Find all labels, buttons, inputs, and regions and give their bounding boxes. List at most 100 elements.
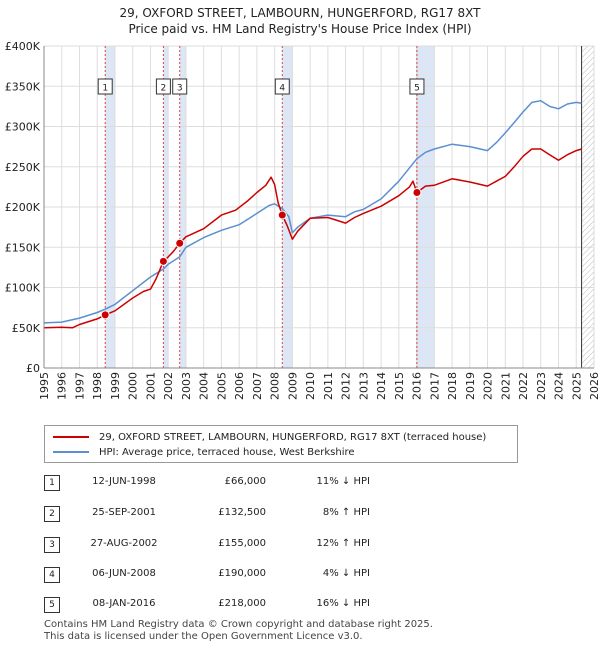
row-number: 3 [44, 537, 60, 553]
x-tick-label: 1996 [56, 372, 69, 400]
x-tick-label: 2002 [162, 372, 175, 400]
legend-property-label: 29, OXFORD STREET, LAMBOURN, HUNGERFORD,… [99, 431, 487, 443]
table-row: 1 12-JUN-1998 £66,000 11% ↓ HPI [0, 475, 600, 493]
x-tick-label: 2015 [393, 372, 406, 400]
x-tick-label: 2022 [517, 372, 530, 400]
row-price: £66,000 [224, 476, 266, 487]
x-tick-label: 2020 [482, 372, 495, 400]
row-date: 27-AUG-2002 [90, 538, 158, 549]
y-tick-label: £100K [5, 282, 41, 295]
x-tick-label: 2026 [588, 372, 600, 400]
sale-marker-box [155, 78, 171, 95]
x-tick-label: 2001 [144, 372, 157, 400]
row-hpi: 12% ↑ HPI [316, 538, 370, 549]
x-tick-label: 1997 [73, 372, 86, 400]
x-tick-label: 2003 [180, 372, 193, 400]
legend: 29, OXFORD STREET, LAMBOURN, HUNGERFORD,… [44, 425, 518, 463]
sale-marker-text: 3 [177, 84, 183, 94]
x-tick-label: 2023 [535, 372, 548, 400]
table-row: 3 27-AUG-2002 £155,000 12% ↑ HPI [0, 537, 600, 555]
row-price: £155,000 [218, 538, 266, 549]
y-tick-label: £150K [5, 241, 41, 254]
row-number: 5 [44, 597, 60, 613]
axes [43, 46, 594, 369]
x-tick-label: 2013 [357, 372, 370, 400]
x-tick-label: 2014 [375, 372, 388, 400]
sale-marker-text: 5 [414, 84, 420, 94]
x-tick-label: 2019 [464, 372, 477, 400]
x-tick-label: 2011 [322, 372, 335, 400]
x-tick-label: 2017 [428, 372, 441, 400]
x-tick-labels: 1995 1996 1997 1998 1999 2000 2001 2002 2003 2004… [38, 372, 600, 400]
row-number: 4 [44, 567, 60, 583]
x-tick-label: 2004 [198, 372, 211, 400]
y-tick-label: £0 [26, 362, 40, 375]
legend-item-property: 29, OXFORD STREET, LAMBOURN, HUNGERFORD,… [53, 430, 486, 444]
row-price: £190,000 [218, 568, 266, 579]
y-tick-label: £350K [5, 80, 41, 93]
sale-point-1 [100, 310, 110, 320]
row-number: 2 [44, 506, 60, 522]
x-tick-label: 2021 [499, 372, 512, 400]
sale-marker-2: 2 [155, 78, 171, 95]
x-tick-label: 1995 [38, 372, 51, 400]
chart-title-line1: 29, OXFORD STREET, LAMBOURN, HUNGERFORD,… [119, 6, 481, 20]
row-hpi: 16% ↓ HPI [316, 598, 370, 609]
sale-marker-text: 1 [102, 84, 108, 94]
x-tick-label: 2012 [340, 372, 353, 400]
x-tick-label: 2000 [127, 372, 140, 400]
x-tick-label: 2024 [553, 372, 566, 400]
x-tick-label: 2007 [251, 372, 264, 400]
sale-marker-box [274, 78, 290, 95]
sale-point-2 [158, 256, 168, 266]
row-hpi: 8% ↑ HPI [322, 507, 370, 518]
sale-points [100, 188, 422, 320]
y-tick-label: £400K [5, 40, 41, 53]
x-tick-label: 2009 [286, 372, 299, 400]
legend-hpi-label: HPI: Average price, terraced house, West… [99, 446, 355, 458]
forecast-hatch [581, 46, 594, 368]
x-tick-label: 2010 [304, 372, 317, 400]
hatched-region [581, 46, 594, 368]
property-line [43, 148, 582, 329]
sale-marker-5: 5 [409, 78, 425, 95]
table-row: 4 06-JUN-2008 £190,000 4% ↓ HPI [0, 567, 600, 585]
row-price: £218,000 [218, 598, 266, 609]
footer-licence: This data is licensed under the Open Gov… [44, 631, 363, 642]
row-hpi: 4% ↓ HPI [322, 568, 370, 579]
x-tick-label: 2005 [215, 372, 228, 400]
y-tick-label: £250K [5, 161, 41, 174]
table-row: 2 25-SEP-2001 £132,500 8% ↑ HPI [0, 506, 600, 524]
row-number: 1 [44, 475, 60, 491]
x-tick-label: 2006 [233, 372, 246, 400]
x-tick-label: 1998 [91, 372, 104, 400]
sale-marker-text: 4 [279, 84, 285, 94]
x-tick-label: 2016 [411, 372, 424, 400]
sale-marker-box [97, 78, 113, 95]
y-tick-label: £200K [5, 201, 41, 214]
y-tick-labels: £0 £50K £100K £150K £200K £250K £300K £350K £400… [5, 40, 41, 375]
row-date: 08-JAN-2016 [92, 598, 156, 609]
sale-marker-4: 4 [274, 78, 290, 95]
row-date: 25-SEP-2001 [92, 507, 156, 518]
x-tick-label: 2008 [269, 372, 282, 400]
sale-point-4 [277, 210, 287, 220]
sale-marker-box [172, 78, 188, 95]
sale-point-5 [412, 188, 422, 198]
y-tick-label: £50K [12, 322, 41, 335]
sale-marker-box [409, 78, 425, 95]
row-hpi: 11% ↓ HPI [316, 476, 370, 487]
table-row: 5 08-JAN-2016 £218,000 16% ↓ HPI [0, 597, 600, 615]
sale-point-3 [175, 238, 185, 248]
x-tick-label: 1999 [109, 372, 122, 400]
legend-item-hpi: HPI: Average price, terraced house, West… [53, 445, 355, 459]
sale-marker-text: 2 [161, 84, 167, 94]
legend-hpi-swatch [53, 451, 89, 453]
row-date: 06-JUN-2008 [92, 568, 156, 579]
sale-marker-3: 3 [172, 78, 188, 95]
hpi-line [43, 99, 582, 324]
x-tick-label: 2025 [570, 372, 583, 400]
x-tick-label: 2018 [446, 372, 459, 400]
